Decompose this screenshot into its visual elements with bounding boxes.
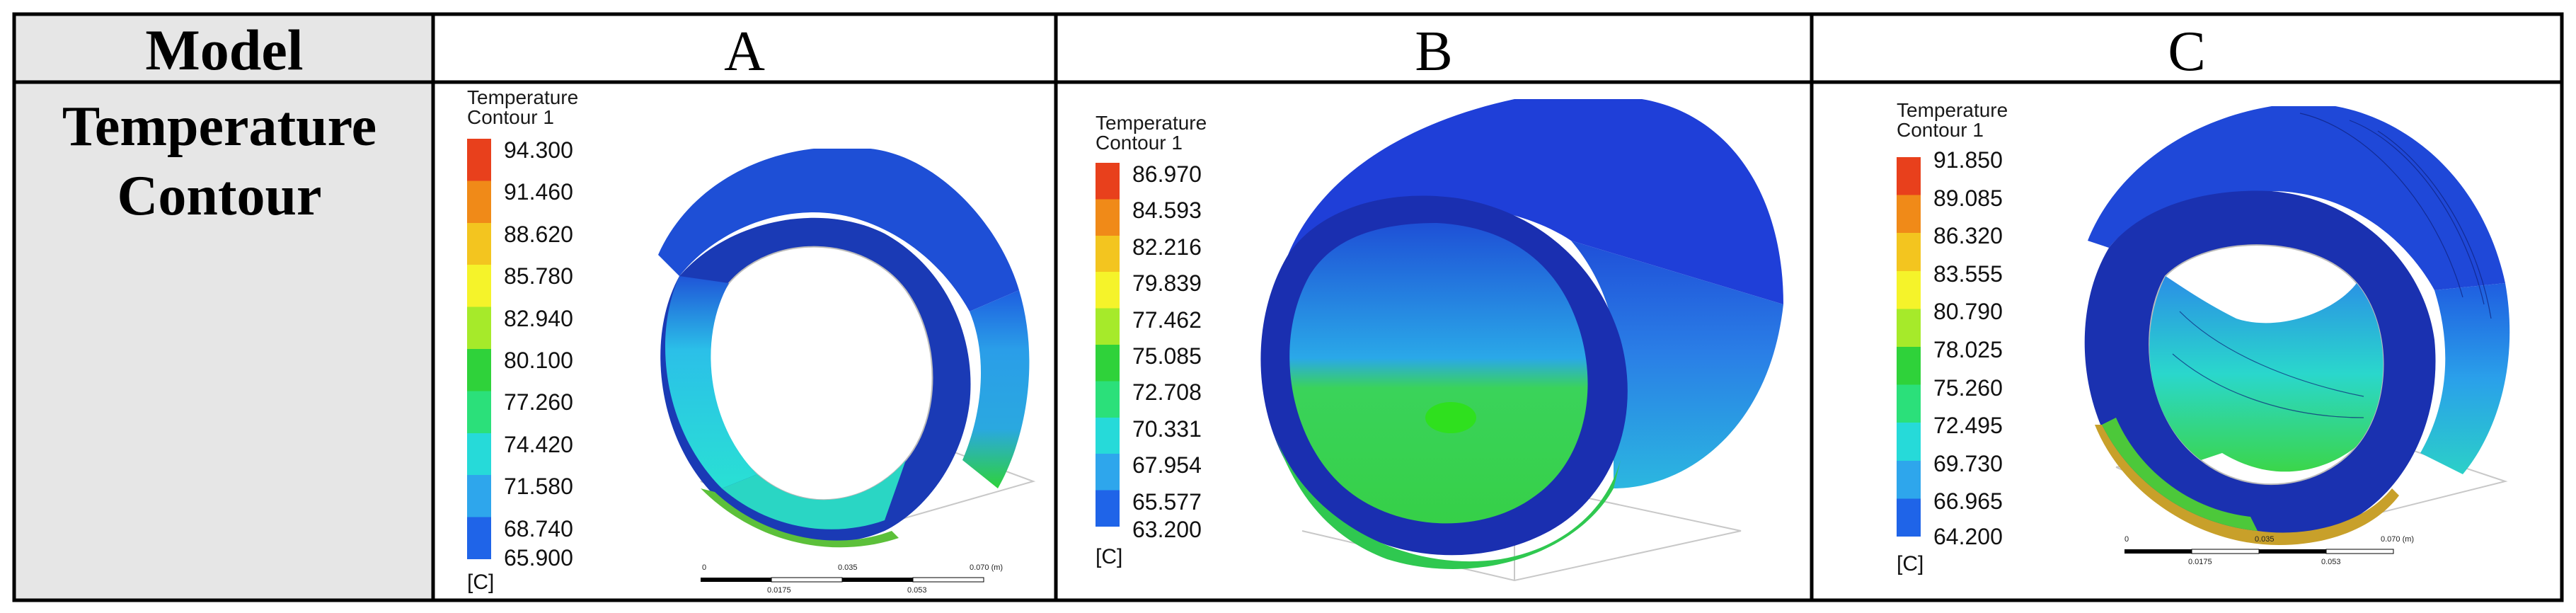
panel-b-tick: 63.200 [1132,517,1202,542]
panel-b-tick: 65.577 [1132,489,1202,515]
panel-c-tick: 75.260 [1933,375,2003,401]
panel-c-tick: 66.965 [1933,488,2003,514]
panel-b-legend-title: Temperature [1096,112,1207,134]
panel-b-unit: [C] [1096,545,1123,568]
header-col-c: C [2168,21,2206,83]
panel-a-tick: 80.100 [504,348,573,373]
panel-b-tick: 70.331 [1132,416,1202,442]
panel-b-legend-subtitle: Contour 1 [1096,132,1183,154]
panel-c-tick: 83.555 [1933,261,2003,287]
panel-a-legend-subtitle: Contour 1 [467,106,554,128]
panel-a-tick: 85.780 [504,263,573,289]
panel-a-colorbar [467,139,491,559]
panel-c-scale-label: 0.053 [2321,558,2341,566]
panel-a-legend-title: Temperature [467,86,579,108]
panel-a-tick: 88.620 [504,222,573,247]
panel-c-legend-title: Temperature [1897,99,2008,121]
panel-b-tick: 86.970 [1132,161,1202,187]
panel-c-colorbar [1897,157,1921,537]
panel-c-tick: 78.025 [1933,337,2003,362]
panel-c-tick: 72.495 [1933,413,2003,438]
panel-a-tick: 82.940 [504,306,573,331]
header-col-b: B [1415,21,1453,83]
panel-c-tick: 64.200 [1933,524,2003,549]
panel-b-tick: 79.839 [1132,270,1202,296]
panel-a-scale-label: 0 [702,563,707,572]
table-outer-border [12,12,2564,602]
panel-c-tick: 89.085 [1933,185,2003,211]
row-label-line2: Contour [117,165,322,227]
header-col-a: A [724,21,765,83]
row-label-temperature-contour: Temperature Contour [21,92,418,231]
panel-c-tick: 91.850 [1933,147,2003,173]
panel-a-tick: 65.900 [504,545,573,571]
panel-a-tick: 71.580 [504,474,573,499]
panel-c-tick: 86.320 [1933,223,2003,248]
panel-b-render [1260,99,1783,582]
panel-c-scale-label: 0.070 (m) [2381,535,2415,544]
panel-b-tick: 82.216 [1132,234,1202,260]
panel-a-tick: 94.300 [504,137,573,163]
panel-a-scale-label: 0.070 (m) [970,563,1004,572]
panel-c-scale-label: 0.035 [2255,535,2275,544]
panel-a-scale-bar [701,577,984,583]
panel-c-scale-label: 0 [2124,535,2129,544]
panel-c-render [2084,106,2510,545]
panel-b-tick: 84.593 [1132,197,1202,223]
panel-c-scale-label: 0.0175 [2188,558,2212,566]
header-model-label: Model [145,18,304,82]
panel-b-tick: 72.708 [1132,379,1202,405]
panel-b-tick: 75.085 [1132,343,1202,369]
panel-b-tick: 77.462 [1132,307,1202,333]
panel-a-unit: [C] [467,571,495,594]
panel-c-tick: 69.730 [1933,451,2003,476]
panel-a-scale-label: 0.035 [838,563,858,572]
panel-a-tick: 68.740 [504,516,573,542]
row-label-line1: Temperature [62,96,377,158]
panel-a-tick: 91.460 [504,179,573,205]
panel-c-unit: [C] [1897,552,1924,575]
panel-a-render [658,149,1036,548]
panel-c-legend-subtitle: Contour 1 [1897,119,1984,141]
panel-b-tick: 67.954 [1132,452,1202,478]
panel-a-tick: 74.420 [504,432,573,457]
panel-b-colorbar [1096,163,1120,527]
panel-a-scale-label: 0.053 [907,586,927,595]
panel-a-tick: 77.260 [504,389,573,415]
panel-c-tick: 80.790 [1933,299,2003,324]
panel-c-scale-bar [2124,549,2394,554]
panel-a-scale-label: 0.0175 [767,586,791,595]
label-cell-bg [16,16,433,600]
